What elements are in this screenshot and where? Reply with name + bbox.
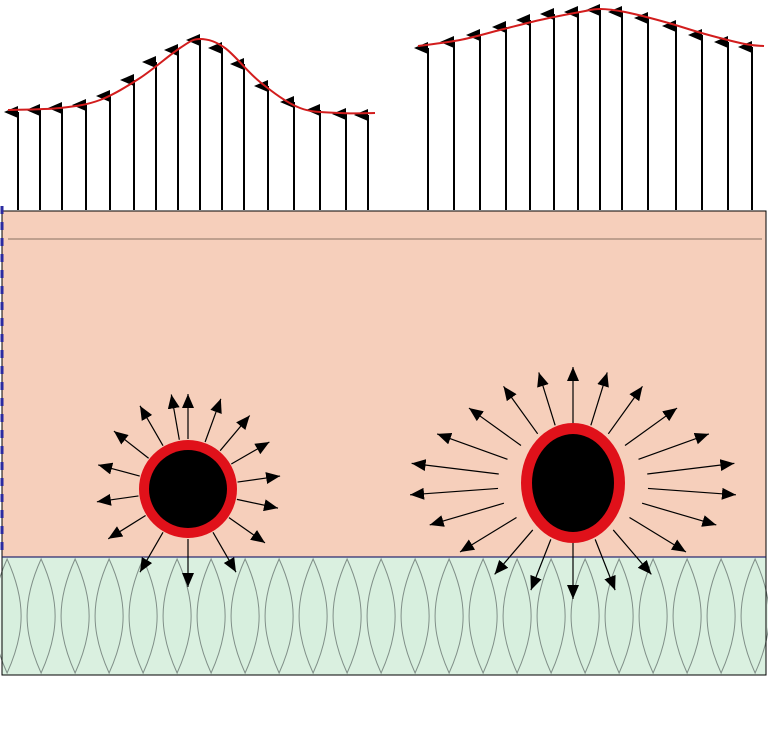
diagram-root — [0, 0, 768, 752]
flux-profile-left-curve — [8, 39, 375, 113]
flux-profile-right — [418, 9, 764, 210]
vessel-left — [139, 440, 237, 538]
flux-profile-left — [8, 39, 375, 210]
tissue-block — [2, 211, 766, 557]
flux-profile-right-curve — [418, 9, 764, 46]
vessel-right — [521, 423, 625, 543]
cell-layer — [0, 557, 768, 675]
